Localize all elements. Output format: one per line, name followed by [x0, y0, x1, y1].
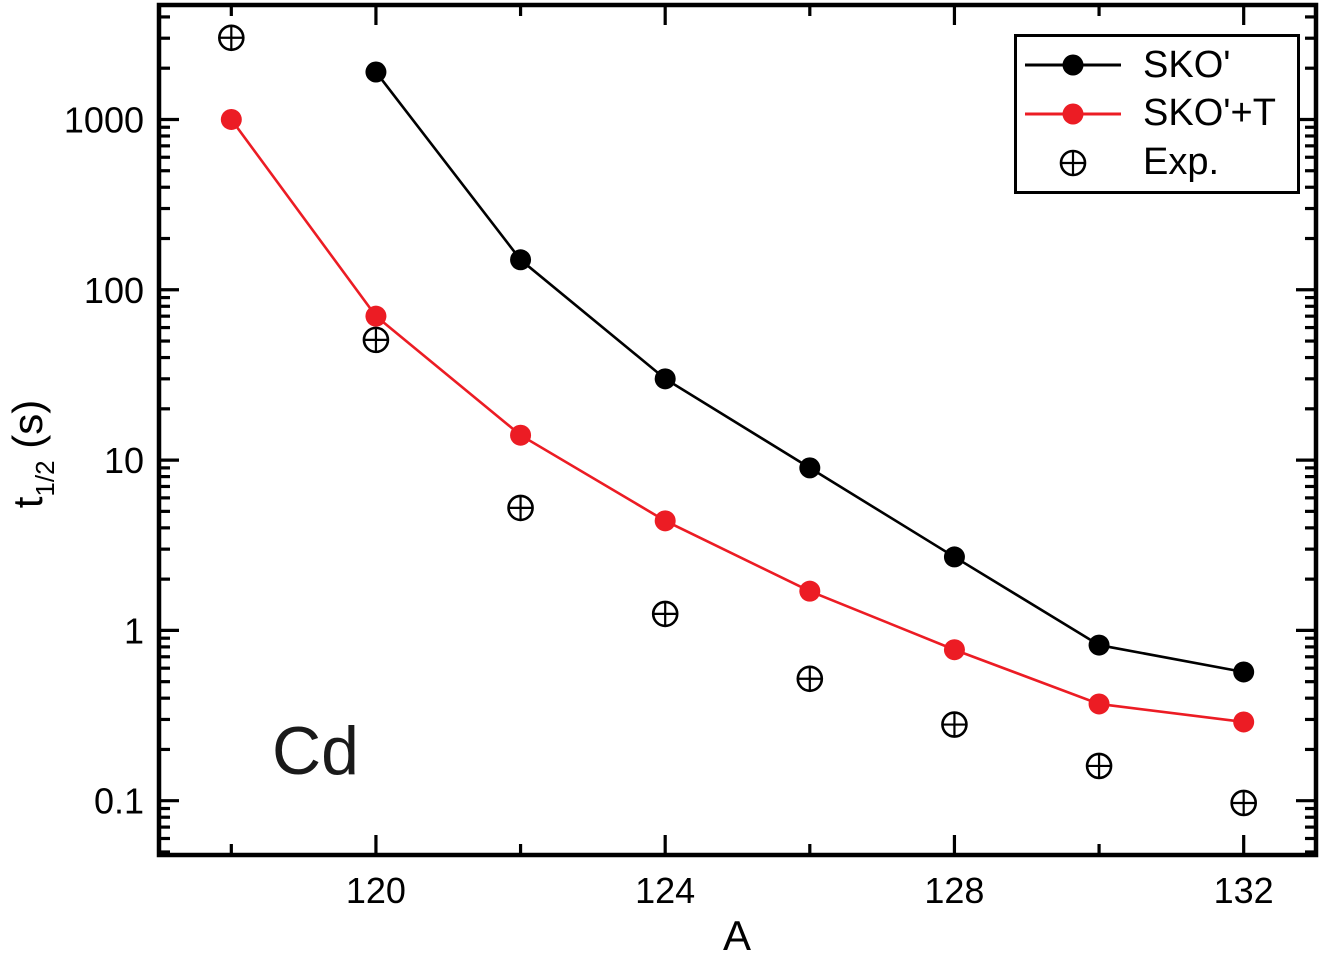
data-point-sko: [799, 457, 821, 479]
legend-item-label: SKO'+T: [1143, 92, 1276, 135]
y-tick-label: 0.1: [94, 781, 144, 822]
x-tick-label: 120: [346, 870, 406, 911]
legend-item: SKO': [1017, 42, 1297, 88]
dot-line-icon: [1017, 50, 1129, 80]
y-tick-label: 1000: [64, 99, 144, 140]
data-point-sko: [943, 546, 965, 568]
data-point-sko-t: [1233, 711, 1255, 733]
element-annotation: Cd: [272, 713, 359, 789]
x-axis-title: A: [722, 912, 751, 959]
x-tick-label: 124: [635, 870, 695, 911]
data-point-sko-t: [943, 639, 965, 661]
legend-item: Exp.: [1017, 140, 1297, 186]
data-point-sko-t: [654, 510, 676, 532]
data-point-sko: [1088, 634, 1110, 656]
y-tick-label: 100: [84, 270, 144, 311]
plot-frame: [156, 2, 1319, 858]
legend-item-label: SKO': [1143, 43, 1231, 86]
data-point-sko: [654, 368, 676, 390]
legend-item: SKO'+T: [1017, 91, 1297, 137]
y-tick-label: 10: [104, 440, 144, 481]
y-axis-title: t1/2 (s): [0, 304, 60, 604]
data-point-sko: [365, 61, 387, 83]
x-tick-label: 128: [924, 870, 984, 911]
data-point-sko: [510, 249, 532, 271]
x-tick-label: 132: [1214, 870, 1274, 911]
data-point-sko-t: [1088, 693, 1110, 715]
y-tick-label: 1: [124, 610, 144, 651]
legend: SKO' SKO'+T Exp.: [1014, 34, 1300, 194]
y-axis-title-subscript: 1/2: [30, 460, 60, 497]
data-point-sko-t: [799, 580, 821, 602]
legend-item-label: Exp.: [1143, 141, 1220, 184]
data-point-sko-t: [510, 424, 532, 446]
dot-line-icon: [1017, 99, 1129, 129]
y-axis-title-units: (s): [4, 399, 51, 461]
data-point-sko: [1233, 661, 1255, 683]
data-point-sko-t: [365, 305, 387, 327]
data-point-sko-t: [220, 108, 242, 130]
circle-plus-icon: [1017, 148, 1129, 178]
series-line-sko-t: [230, 118, 1244, 724]
y-axis-title-main: t: [4, 496, 51, 509]
